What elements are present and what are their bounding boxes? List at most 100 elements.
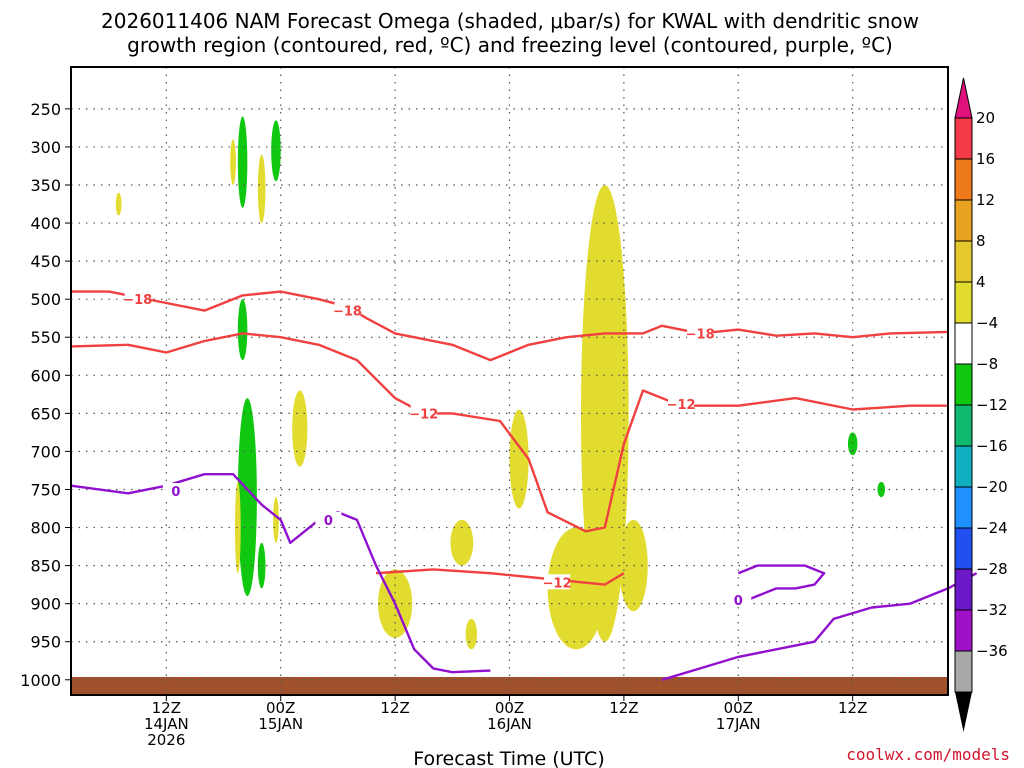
contour-dgz_-18 (71, 290, 949, 362)
ytick-label-900: 900 (30, 595, 61, 614)
omega-cell-9 (273, 497, 279, 543)
xtick-label-2-0: 12Z (380, 699, 409, 717)
colorbar-swatch-8 (954, 445, 973, 488)
plot-frame (70, 66, 949, 696)
contour-label-bg-4 (668, 396, 695, 412)
ytick-label-650: 650 (30, 404, 61, 423)
colorbar-label-7: −12 (976, 396, 1008, 414)
xtick-label-4-0: 12Z (609, 699, 638, 717)
omega-cell-0 (115, 192, 122, 216)
xtick-label-3-1: 16JAN (487, 715, 532, 733)
contour-dgz_-12 (70, 332, 948, 533)
contour-label-1: −18 (333, 305, 362, 320)
omega-cell-10 (292, 390, 308, 467)
xtick-label-0-0: 12Z (152, 699, 181, 717)
contour-label-bg-8 (725, 591, 752, 607)
colorbar-label-6: −8 (976, 355, 998, 373)
x-axis-label: Forecast Time (UTC) (413, 748, 604, 768)
chart-title-line1: 2026011406 NAM Forecast Omega (shaded, μ… (101, 9, 919, 33)
contour-freezing_0 (70, 473, 491, 674)
colorbar-swatch-5 (954, 322, 973, 365)
contour-label-6: 0 (171, 485, 180, 500)
omega-cell-8 (257, 542, 266, 589)
ytick-label-1000: 1000 (20, 671, 61, 690)
contour-label-bg-7 (315, 511, 342, 527)
xtick-label-0-1: 14JAN (144, 715, 189, 733)
colorbar-label-11: −28 (976, 560, 1008, 578)
colorbar-swatch-13 (954, 650, 973, 693)
xtick-label-0-2: 2026 (147, 731, 185, 749)
contour-label-8: 0 (734, 594, 743, 609)
contour-label-0: −18 (123, 293, 152, 308)
colorbar-label-0: 20 (976, 109, 995, 127)
colorbar-swatch-12 (954, 609, 973, 652)
xtick-label-5-1: 17JAN (716, 715, 761, 733)
colorbar-swatch-7 (954, 404, 973, 447)
colorbar-swatch-4 (954, 281, 973, 324)
y-axis: 250 300 350 400 450 500 550 600 650 700 750 800 850 9… (20, 100, 71, 690)
xtick-label-1-0: 00Z (266, 699, 295, 717)
ytick-label-850: 850 (30, 557, 61, 576)
omega-cell-16 (547, 527, 605, 650)
omega-cell-2 (230, 139, 236, 185)
colorbar-label-13: −36 (976, 642, 1008, 660)
omega-shading-layer (115, 116, 886, 650)
omega-cell-7 (234, 481, 241, 574)
contour-dgz_-12_lower (375, 568, 625, 586)
contour-label-bg-6 (162, 482, 189, 498)
grid-layer (71, 67, 948, 695)
ytick-label-450: 450 (30, 252, 61, 271)
colorbar-swatch-2 (954, 199, 973, 242)
terrain-band (71, 677, 948, 695)
contour-freezing_0_right (661, 572, 978, 681)
contour-freezing_0_loop (737, 564, 826, 605)
omega-cell-5 (237, 299, 248, 361)
omega-cell-18 (847, 432, 858, 456)
ytick-label-600: 600 (30, 366, 61, 385)
colorbar-label-8: −16 (976, 437, 1008, 455)
contour-label-3: −12 (409, 407, 438, 422)
xtick-label-5-0: 00Z (724, 699, 753, 717)
chart-title-line2: growth region (contoured, red, ºC) and f… (127, 33, 893, 57)
contour-layer: −18 −18 −18 −12 −12 −12 0 0 0 (70, 290, 978, 681)
ytick-label-250: 250 (30, 100, 61, 119)
colorbar-swatch-0 (954, 117, 973, 160)
contour-label-4: −12 (667, 398, 696, 413)
omega-cell-3 (271, 120, 281, 182)
xtick-label-1-1: 15JAN (258, 715, 303, 733)
colorbar-label-12: −32 (976, 601, 1008, 619)
colorbar-swatch-9 (954, 486, 973, 529)
ytick-label-550: 550 (30, 328, 61, 347)
contour-label-5: −12 (543, 576, 572, 591)
colorbar-label-3: 8 (976, 232, 986, 250)
colorbar-swatch-3 (954, 240, 973, 283)
colorbar-top-arrow (954, 77, 973, 119)
colorbar-swatch-10 (954, 527, 973, 570)
contour-label-bg-3 (410, 405, 437, 421)
contour-label-2: −18 (686, 327, 715, 342)
omega-cell-1 (237, 116, 248, 208)
colorbar-label-4: 4 (976, 273, 986, 291)
contour-label-bg-0 (124, 291, 151, 307)
colorbar-label-2: 12 (976, 191, 995, 209)
colorbar-label-9: −20 (976, 478, 1008, 496)
colorbar-label-10: −24 (976, 519, 1008, 537)
colorbar-swatch-1 (954, 158, 973, 201)
contour-label-bg-2 (687, 325, 714, 341)
xtick-label-3-0: 00Z (495, 699, 524, 717)
omega-cell-4 (257, 154, 266, 224)
ytick-label-800: 800 (30, 519, 61, 538)
ytick-label-750: 750 (30, 480, 61, 499)
ytick-label-700: 700 (30, 442, 61, 461)
omega-cell-12 (450, 519, 474, 566)
omega-cell-6 (237, 398, 257, 597)
xtick-label-6-0: 12Z (838, 699, 867, 717)
omega-cell-13 (465, 618, 478, 650)
ytick-label-300: 300 (30, 138, 61, 157)
ytick-label-500: 500 (30, 290, 61, 309)
contour-label-bg-5 (544, 574, 571, 590)
colorbar-swatch-11 (954, 568, 973, 611)
colorbar-swatch-6 (954, 363, 973, 406)
